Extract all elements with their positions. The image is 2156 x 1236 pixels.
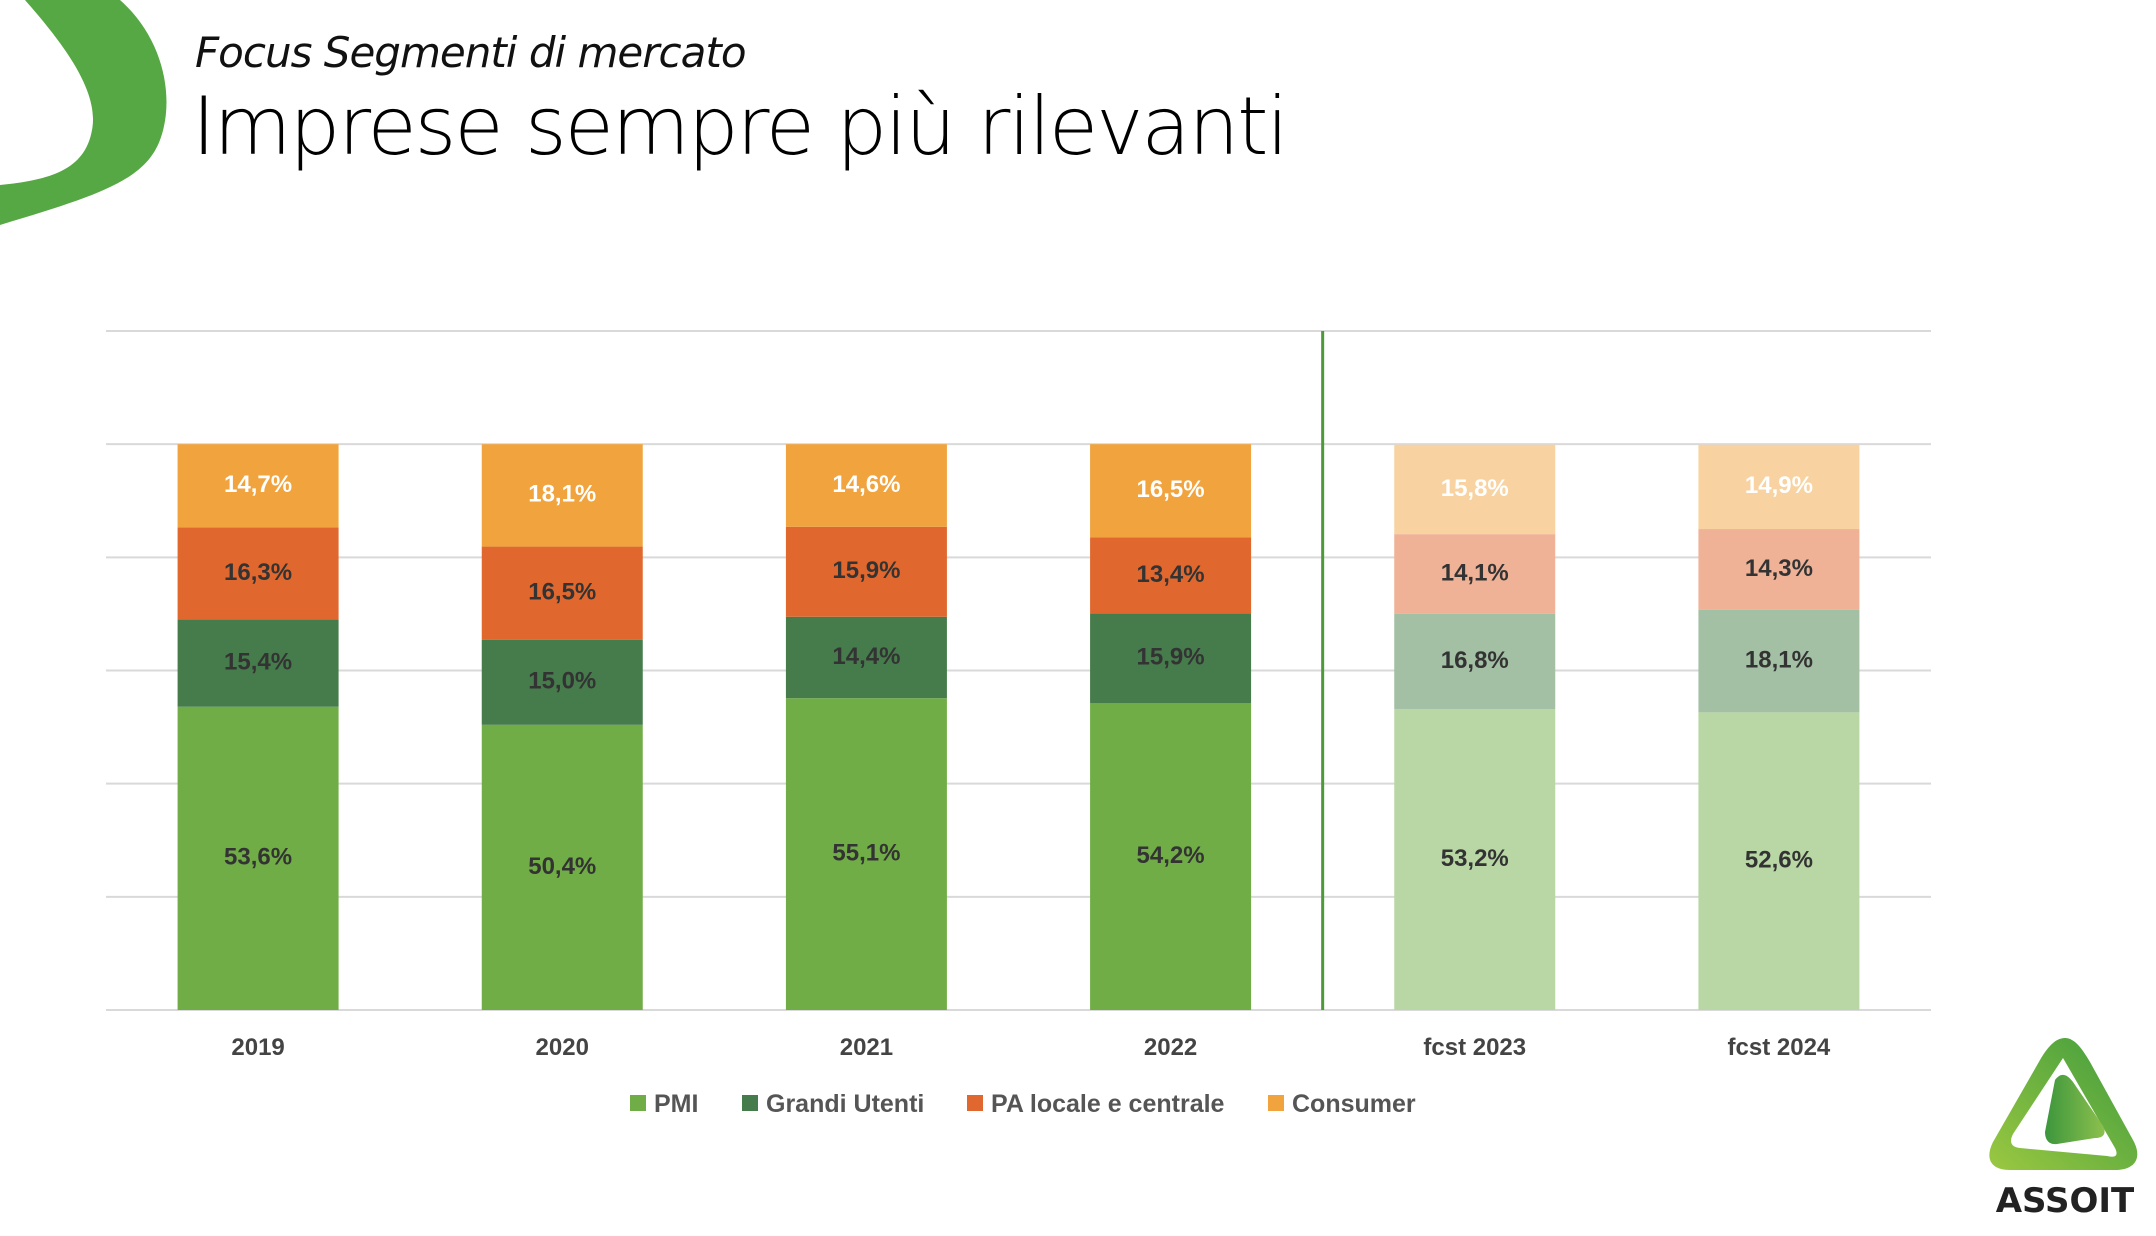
bar-pa-locale-e-centrale [1698, 529, 1860, 610]
legend-swatch [967, 1095, 983, 1111]
data-label: 53,6% [224, 844, 292, 871]
x-tick-label: 2020 [536, 1034, 589, 1061]
data-label: 52,6% [1745, 847, 1813, 874]
bar-grandi-utenti [1394, 613, 1556, 709]
x-tick-label: fcst 2024 [1728, 1034, 1831, 1061]
bar-pa-locale-e-centrale [785, 526, 947, 617]
bar-grandi-utenti [785, 616, 947, 699]
data-label: 16,5% [1137, 476, 1205, 503]
bar-grandi-utenti [177, 619, 339, 707]
bar-consumer [177, 444, 339, 528]
legend-swatch [742, 1095, 758, 1111]
bar-pmi [1394, 708, 1556, 1010]
data-label: 16,5% [528, 579, 596, 606]
bar-consumer [481, 444, 643, 547]
bar-pmi [785, 698, 947, 1010]
bar-pmi [1090, 703, 1252, 1010]
data-label: 14,7% [224, 471, 292, 498]
bar-pa-locale-e-centrale [177, 527, 339, 620]
data-label: 16,3% [224, 559, 292, 586]
x-tick-label: 2021 [840, 1034, 893, 1061]
legend-swatch [1268, 1095, 1284, 1111]
bar-consumer [785, 444, 947, 527]
data-label: 18,1% [1745, 647, 1813, 674]
bar-pa-locale-e-centrale [1394, 534, 1556, 614]
data-label: 55,1% [832, 839, 900, 866]
legend-label: Consumer [1292, 1090, 1416, 1118]
data-label: 13,4% [1137, 561, 1205, 588]
bar-grandi-utenti [1090, 613, 1252, 704]
bar-grandi-utenti [1698, 609, 1860, 713]
bar-pa-locale-e-centrale [481, 546, 643, 640]
x-tick-label: 2019 [231, 1034, 284, 1061]
data-label: 15,9% [832, 557, 900, 584]
data-label: 15,9% [1137, 644, 1205, 671]
data-label: 14,4% [832, 643, 900, 670]
bar-consumer [1394, 444, 1556, 535]
data-label: 53,2% [1441, 845, 1509, 872]
bar-consumer [1698, 444, 1860, 530]
assoit-logo: ASSOIT [1989, 1038, 2138, 1221]
x-tick-label: 2022 [1144, 1034, 1197, 1061]
legend-swatch [630, 1095, 646, 1111]
bar-pa-locale-e-centrale [1090, 537, 1252, 614]
legend-label: PA locale e centrale [991, 1090, 1225, 1118]
legend-label: Grandi Utenti [766, 1090, 924, 1118]
data-label: 16,8% [1441, 647, 1509, 674]
legend-label: PMI [654, 1090, 698, 1118]
bar-pmi [177, 706, 339, 1010]
data-label: 15,0% [528, 668, 596, 695]
bar-consumer [1090, 444, 1252, 538]
data-label: 15,4% [224, 648, 292, 675]
logo-text: ASSOIT [1996, 1181, 2135, 1221]
decorative-swoosh [0, 0, 167, 225]
data-label: 50,4% [528, 853, 596, 880]
data-label: 18,1% [528, 481, 596, 508]
page-title: Imprese sempre più rilevanti [192, 80, 1289, 173]
data-label: 14,1% [1441, 559, 1509, 586]
data-label: 15,8% [1441, 475, 1509, 502]
data-label: 54,2% [1137, 842, 1205, 869]
data-label: 14,9% [1745, 472, 1813, 499]
bar-grandi-utenti [481, 639, 643, 725]
page-subtitle: Focus Segmenti di mercato [195, 28, 747, 77]
data-label: 14,6% [832, 471, 900, 498]
bar-pmi [481, 724, 643, 1010]
data-label: 14,3% [1745, 555, 1813, 582]
x-tick-label: fcst 2023 [1423, 1034, 1526, 1061]
bar-pmi [1698, 712, 1860, 1010]
